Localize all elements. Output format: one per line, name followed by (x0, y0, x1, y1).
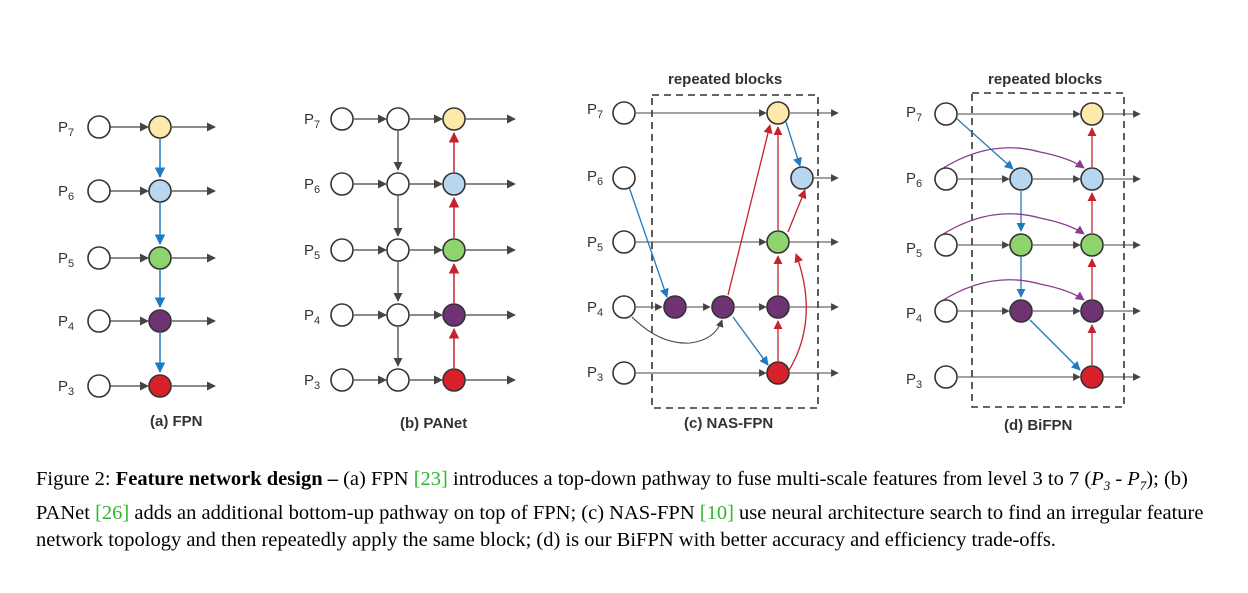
repeated-block-box (651, 94, 819, 409)
input-node-p6 (330, 172, 354, 196)
panel-caption-nasfpn: (c) NAS-FPN (684, 415, 773, 432)
input-node-p3 (612, 361, 636, 385)
node-p5 (148, 246, 172, 270)
input-node-p7 (330, 107, 354, 131)
caption-text: - (1110, 468, 1128, 490)
citation-link[interactable]: [23] (413, 468, 448, 490)
intermediate-node-p5 (1009, 233, 1033, 257)
panel-caption-panet: (b) PANet (400, 415, 467, 432)
node-p7 (1080, 102, 1104, 126)
input-node-p5 (87, 246, 111, 270)
node-p3 (766, 361, 790, 385)
input-node-p4 (330, 303, 354, 327)
input-node-p4 (612, 295, 636, 319)
node-p4 (766, 295, 790, 319)
level-label-p5: P5 (58, 250, 74, 270)
intermediate-node-p6 (1009, 167, 1033, 191)
intermediate-node-p4-a (663, 295, 687, 319)
input-node-p5 (934, 233, 958, 257)
node-p7 (148, 115, 172, 139)
level-label-p7: P7 (304, 111, 320, 131)
repeated-blocks-label: repeated blocks (668, 71, 782, 88)
node-p4 (148, 309, 172, 333)
node-p6 (1080, 167, 1104, 191)
level-label-p7: P7 (58, 119, 74, 139)
node-p5 (1080, 233, 1104, 257)
level-label-p6: P6 (58, 183, 74, 203)
level-label-p4: P4 (304, 307, 320, 327)
figure-number: Figure 2: (36, 468, 111, 490)
level-label-p4: P4 (587, 299, 603, 319)
citation-link[interactable]: [10] (699, 501, 734, 524)
repeated-blocks-label: repeated blocks (988, 71, 1102, 88)
input-node-p3 (87, 374, 111, 398)
input-node-p3 (934, 365, 958, 389)
level-label-p7: P7 (587, 101, 603, 121)
topdown-node-p3 (386, 368, 410, 392)
level-label-p7: P7 (906, 104, 922, 124)
input-node-p5 (612, 230, 636, 254)
level-label-p3: P3 (587, 364, 603, 384)
node-p3 (148, 374, 172, 398)
input-node-p3 (330, 368, 354, 392)
caption-text: ); (b) PANet (36, 468, 1188, 524)
input-node-p6 (612, 166, 636, 190)
intermediate-node-p4-b (711, 295, 735, 319)
panel-caption-fpn: (a) FPN (150, 413, 203, 430)
topdown-node-p5 (386, 238, 410, 262)
node-p4 (442, 303, 466, 327)
node-p3 (442, 368, 466, 392)
math-p3: P3 (1091, 468, 1111, 494)
repeated-block-box (971, 92, 1125, 408)
topdown-node-p7 (386, 107, 410, 131)
feature-network-figure: P7 P6 P5 P4 P3 (58, 71, 1141, 434)
node-p5 (442, 238, 466, 262)
node-p4 (1080, 299, 1104, 323)
input-node-p6 (87, 179, 111, 203)
input-node-p7 (934, 102, 958, 126)
panel-panet: P7 P6 P5 P4 P3 (304, 107, 516, 432)
node-p5 (766, 230, 790, 254)
node-p6 (442, 172, 466, 196)
topdown-node-p6 (386, 172, 410, 196)
caption-text: introduces a top-down pathway to fuse mu… (447, 468, 1092, 490)
panel-nasfpn: repeated blocks P7 P6 P5 P4 P3 (587, 71, 839, 432)
level-label-p4: P4 (58, 313, 74, 333)
caption-text: use neural architecture search to find a… (36, 501, 1204, 552)
figure-caption: Figure 2: Feature network design – (a) F… (36, 466, 1216, 555)
panel-bifpn: repeated blocks P7 P6 P5 P4 P3 (906, 71, 1141, 434)
level-label-p6: P6 (587, 168, 603, 188)
level-label-p5: P5 (906, 240, 922, 260)
input-node-p5 (330, 238, 354, 262)
caption-title: Feature network design – (115, 468, 338, 490)
caption-text: adds an additional bottom-up pathway on … (129, 501, 700, 524)
input-node-p4 (934, 299, 958, 323)
level-label-p3: P3 (58, 378, 74, 398)
caption-text: (a) FPN (337, 468, 414, 490)
intermediate-node-p4 (1009, 299, 1033, 323)
level-label-p6: P6 (906, 170, 922, 190)
panel-caption-bifpn: (d) BiFPN (1004, 417, 1072, 434)
level-label-p4: P4 (906, 305, 922, 325)
input-node-p6 (934, 167, 958, 191)
citation-link[interactable]: [26] (95, 501, 130, 524)
level-label-p3: P3 (304, 372, 320, 392)
math-p7: P7 (1127, 468, 1147, 494)
level-label-p5: P5 (587, 234, 603, 254)
panel-fpn: P7 P6 P5 P4 P3 (58, 115, 216, 430)
input-node-p7 (612, 101, 636, 125)
input-node-p7 (87, 115, 111, 139)
level-label-p3: P3 (906, 371, 922, 391)
node-p6 (790, 166, 814, 190)
node-p7 (766, 101, 790, 125)
node-p6 (148, 179, 172, 203)
topdown-node-p4 (386, 303, 410, 327)
level-label-p6: P6 (304, 176, 320, 196)
input-node-p4 (87, 309, 111, 333)
node-p3 (1080, 365, 1104, 389)
level-label-p5: P5 (304, 242, 320, 262)
node-p7 (442, 107, 466, 131)
